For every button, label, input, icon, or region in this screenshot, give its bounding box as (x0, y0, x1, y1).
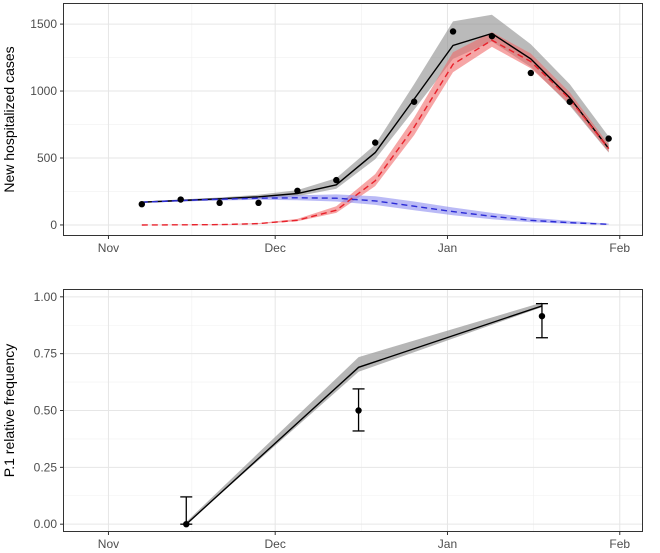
observed-point (566, 98, 573, 105)
hospitalized-grid (60, 4, 642, 239)
frequency-y-axis-title: P.1 relative frequency (1, 344, 17, 478)
y-tick-label: 0.25 (34, 460, 58, 474)
x-tick-label: Nov (98, 241, 119, 255)
y-tick-label: 500 (37, 151, 57, 165)
y-tick-label: 1.00 (34, 290, 58, 304)
observed-point (538, 312, 546, 320)
observed-point (527, 69, 535, 77)
x-tick-label: Feb (609, 241, 630, 255)
x-tick-label: Dec (265, 241, 286, 255)
observed-point (138, 201, 146, 208)
x-tick-label: Nov (98, 537, 119, 551)
frequency-y-axis: 0.00 0.25 0.50 0.75 1.00 (34, 290, 58, 531)
frequency-panel: Nov Dec Jan Feb 0.00 0.25 0.50 0.75 1.00… (1, 289, 643, 551)
x-tick-label: Jan (438, 241, 457, 255)
total-line (141, 32, 610, 203)
p1-variant-line (141, 39, 610, 226)
y-tick-label: 0.00 (34, 517, 58, 531)
observed-point (333, 176, 340, 184)
p1-fit-line (185, 305, 543, 525)
hospitalized-y-axis-title: New hospitalized cases (1, 46, 17, 192)
frequency-grid (60, 290, 642, 535)
y-tick-label: 0.50 (34, 404, 58, 418)
y-tick-label: 0 (50, 218, 57, 232)
hospitalized-lines (141, 32, 610, 226)
hospitalized-panel: Nov Dec Jan Feb 0 500 1000 1500 New hosp… (1, 3, 643, 255)
x-tick-label: Feb (609, 537, 630, 551)
other-variants-band (141, 194, 609, 225)
hospitalized-y-axis: 0 500 1000 1500 (30, 17, 57, 232)
observed-point (488, 32, 496, 40)
observed-point (355, 407, 362, 414)
observed-point (410, 98, 418, 105)
other-variants-line (141, 197, 609, 225)
x-tick-label: Jan (438, 537, 457, 551)
observed-point (255, 199, 262, 207)
x-tick-label: Dec (265, 537, 286, 551)
observed-point (372, 139, 379, 146)
observed-point (605, 135, 612, 142)
hospitalized-observed-points (138, 28, 612, 208)
frequency-x-axis: Nov Dec Jan Feb (98, 537, 631, 551)
observed-point (183, 520, 190, 528)
y-tick-label: 0.75 (34, 347, 58, 361)
frequency-observed-points (180, 302, 548, 528)
y-tick-label: 1500 (30, 17, 57, 31)
frequency-lines (185, 305, 543, 525)
observed-point (294, 187, 301, 195)
observed-point (216, 199, 223, 207)
hospitalized-x-axis: Nov Dec Jan Feb (98, 241, 631, 255)
observed-point (449, 28, 457, 35)
hospitalized-bands (141, 14, 609, 225)
y-tick-label: 1000 (30, 84, 57, 98)
observed-point (177, 196, 184, 203)
